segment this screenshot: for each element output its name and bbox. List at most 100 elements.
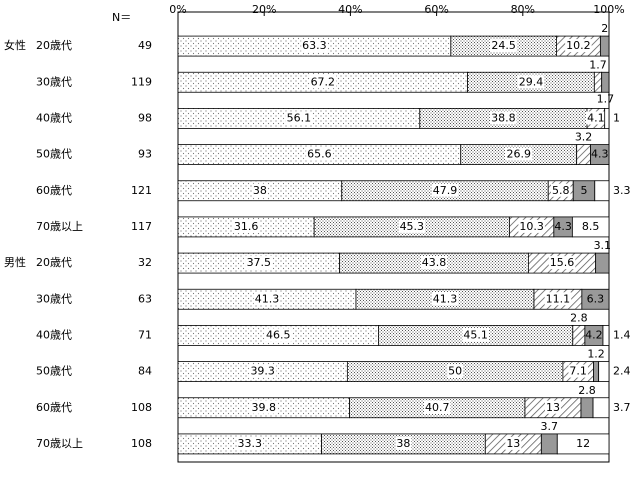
label-background <box>249 364 276 378</box>
x-tick-label: 60% <box>424 3 448 16</box>
value-label: 4.1 <box>587 111 605 124</box>
label-background <box>568 364 588 378</box>
bar-segment <box>598 361 610 382</box>
label-background <box>264 328 292 342</box>
value-label: 11.1 <box>546 292 571 305</box>
label-background <box>544 292 572 306</box>
label-background <box>447 364 464 378</box>
n-label: 71 <box>138 328 152 341</box>
value-label: 46.5 <box>266 328 291 341</box>
value-label: 43.8 <box>422 256 447 269</box>
n-label: 121 <box>131 184 152 197</box>
category-label: 60歳代 <box>36 401 72 414</box>
category-label: 60歳代 <box>36 184 72 197</box>
label-background <box>420 256 448 270</box>
bar-segment <box>593 71 603 93</box>
n-label: 84 <box>138 365 152 378</box>
value-label: 8.5 <box>582 220 600 233</box>
value-label: 45.1 <box>463 328 488 341</box>
value-label: 15.6 <box>550 256 575 269</box>
value-label: 45.3 <box>400 220 425 233</box>
bar-segment <box>581 288 610 310</box>
category-label: 30歳代 <box>36 75 72 88</box>
label-background <box>232 219 260 233</box>
bar-segment <box>604 108 610 129</box>
label-background <box>251 183 268 197</box>
n-header: N＝ <box>112 11 131 24</box>
value-label: 67.2 <box>311 75 336 88</box>
value-label: 40.7 <box>425 401 450 414</box>
label-background <box>285 111 313 125</box>
value-label: 2.8 <box>578 384 596 397</box>
value-label: 50 <box>448 365 462 378</box>
label-background <box>395 436 412 450</box>
label-background <box>505 147 532 161</box>
label-background <box>517 75 545 89</box>
value-label: 13 <box>506 437 520 450</box>
label-background <box>544 400 561 414</box>
n-label: 119 <box>131 75 152 88</box>
label-background <box>301 39 328 53</box>
label-background <box>586 111 606 125</box>
value-label: 5 <box>581 184 588 197</box>
category-label: 40歳代 <box>36 328 72 341</box>
label-background <box>490 39 517 53</box>
bar-segment <box>590 144 610 165</box>
x-tick-label: 40% <box>338 3 362 16</box>
label-background <box>490 111 517 125</box>
x-tick-label: 100% <box>593 3 624 16</box>
category-label: 50歳代 <box>36 365 72 378</box>
bar-segment <box>593 361 600 382</box>
value-label: 1.7 <box>589 58 607 71</box>
value-label: 31.6 <box>234 220 259 233</box>
label-background <box>253 292 281 306</box>
value-label: 1.4 <box>613 328 631 341</box>
value-label: 38 <box>396 437 410 450</box>
value-label: 29.4 <box>519 75 544 88</box>
bar-segment <box>594 180 610 202</box>
value-label: 13 <box>546 401 560 414</box>
bar-segment <box>602 325 610 346</box>
label-background <box>431 292 459 306</box>
bar-segment <box>601 71 610 93</box>
value-label: 56.1 <box>287 111 312 124</box>
n-label: 63 <box>138 292 152 305</box>
value-label: 38.8 <box>491 111 516 124</box>
value-label: 12 <box>576 437 590 450</box>
x-tick-label: 0% <box>169 3 186 16</box>
label-background <box>423 400 451 414</box>
label-background <box>505 436 522 450</box>
label-background <box>431 183 459 197</box>
label-background <box>462 328 489 342</box>
value-label: 2 <box>601 22 608 35</box>
category-label: 70歳以上 <box>36 220 83 233</box>
value-label: 37.5 <box>247 256 272 269</box>
value-label: 5.8 <box>552 184 570 197</box>
value-label: 7.1 <box>569 365 587 378</box>
bar-segment <box>599 35 610 57</box>
group-label: 女性 <box>4 38 26 52</box>
label-background <box>245 256 273 270</box>
value-label: 10.2 <box>566 39 591 52</box>
value-label: 3.7 <box>613 401 631 414</box>
value-label: 26.9 <box>506 148 531 161</box>
value-label: 3.3 <box>613 184 631 197</box>
bar-segment <box>571 216 610 238</box>
value-label: 6.3 <box>587 292 605 305</box>
value-label: 65.6 <box>307 148 332 161</box>
category-label: 70歳以上 <box>36 437 83 450</box>
n-label: 93 <box>138 148 152 161</box>
value-label: 1 <box>613 111 620 124</box>
value-label: 39.3 <box>250 365 275 378</box>
value-label: 1.2 <box>587 348 605 361</box>
value-label: 24.5 <box>491 39 516 52</box>
value-label: 41.3 <box>433 292 458 305</box>
category-label: 40歳代 <box>36 111 72 124</box>
n-label: 98 <box>138 111 152 124</box>
label-background <box>518 219 545 233</box>
x-tick-label: 20% <box>252 3 276 16</box>
bar-segment <box>540 433 558 455</box>
label-background <box>398 219 426 233</box>
category-label: 30歳代 <box>36 292 72 305</box>
